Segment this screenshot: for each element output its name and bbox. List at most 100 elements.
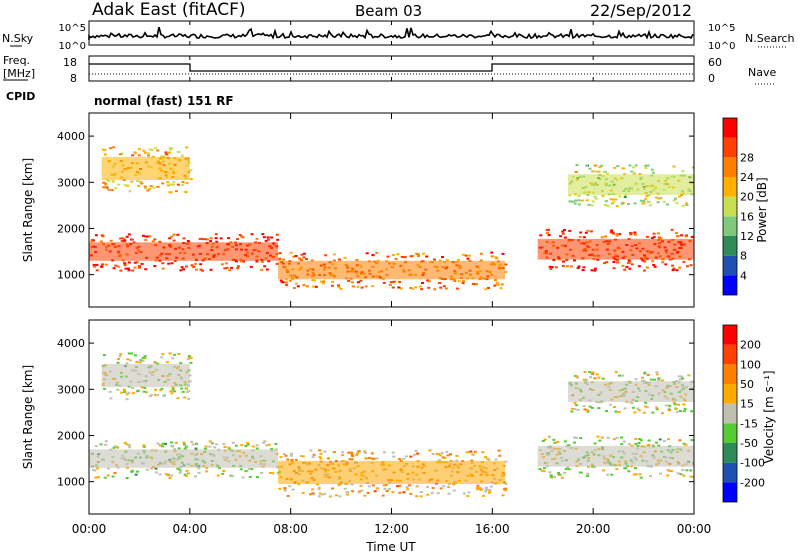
power-echo-cell: [441, 256, 444, 258]
power-echo-cell: [675, 202, 679, 205]
velocity-echo-cell: [375, 457, 379, 460]
velocity-echo-cell: [171, 386, 175, 389]
velocity-echo-cell: [548, 471, 552, 474]
power-echo-cell: [151, 240, 155, 243]
velocity-echo-cell: [311, 456, 315, 459]
power-echo-cell: [584, 231, 588, 234]
velocity-echo-cell: [591, 373, 594, 376]
velocity-echo-cell: [286, 458, 290, 461]
velocity-echo-cell: [498, 454, 502, 457]
velocity-echo-cell: [586, 409, 589, 412]
power-echo-cell: [612, 232, 615, 235]
freq-left-tick-top: 18: [63, 56, 77, 69]
power-echo-cell: [645, 195, 649, 197]
power-echo-cell: [294, 255, 298, 257]
power-echo-cell: [110, 189, 114, 191]
power-echo-cell: [170, 235, 174, 238]
velocity-echo-cell: [567, 468, 571, 471]
velocity-echo-cell: [269, 472, 272, 474]
power-echo-cell: [199, 268, 203, 271]
velocity-echo-cell: [674, 407, 678, 410]
power-echo-cell: [622, 167, 626, 170]
velocity-echo-cell: [373, 490, 377, 493]
velocity-echo-cell: [538, 468, 542, 470]
power-echo-cell: [579, 231, 583, 234]
velocity-echo-cell: [143, 355, 147, 358]
velocity-echo-cell: [185, 469, 189, 472]
power-echo-cell: [166, 181, 170, 184]
velocity-echo-cell: [642, 411, 646, 414]
velocity-echo-cell: [94, 445, 98, 448]
velocity-echo-cell: [360, 489, 364, 492]
velocity-echo-cell: [655, 408, 659, 411]
power-echo-cell: [164, 151, 168, 154]
power-echo-cell: [603, 262, 607, 265]
velocity-echo-cell: [658, 438, 662, 441]
velocity-echo-cell: [409, 455, 413, 458]
cpid-label: CPID: [6, 90, 35, 103]
power-echo-cell: [123, 264, 127, 267]
velocity-colorbar-tick-label: -15: [740, 417, 758, 430]
velocity-echo-cell: [633, 411, 637, 414]
power-echo-cell: [275, 262, 279, 265]
power-echo-cell: [131, 154, 135, 157]
velocity-echo-cell: [260, 471, 264, 474]
velocity-echo-cell: [102, 354, 106, 357]
power-echo-cell: [321, 282, 325, 285]
velocity-echo-cell: [172, 390, 176, 393]
velocity-echo-cell: [655, 371, 659, 374]
velocity-echo-cell: [575, 375, 579, 378]
velocity-echo-cell: [289, 454, 293, 457]
power-echo-cell: [109, 239, 113, 242]
velocity-echo-cell: [605, 410, 608, 413]
power-echo-cell: [144, 235, 148, 238]
velocity-echo-cell: [685, 469, 689, 472]
power-echo-cell: [144, 187, 148, 190]
velocity-echo-cell: [178, 471, 182, 474]
velocity-echo-cell: [279, 456, 283, 459]
velocity-echo-cell: [278, 487, 282, 490]
velocity-echo-cell: [678, 378, 682, 381]
power-echo-cell: [365, 252, 369, 255]
power-echo-cell: [194, 262, 198, 265]
power-echo-cell: [119, 153, 122, 156]
power-echo-cell: [656, 232, 660, 235]
power-echo-cell: [637, 265, 641, 268]
velocity-echo-cell: [180, 387, 184, 390]
velocity-echo-cell: [465, 451, 469, 454]
velocity-echo-cell: [104, 443, 108, 446]
velocity-echo-cell: [246, 443, 250, 446]
power-echo-cell: [128, 190, 132, 193]
velocity-echo-cell: [297, 483, 301, 486]
velocity-echo-cell: [140, 386, 144, 389]
power-echo-cell: [685, 204, 689, 206]
velocity-echo-cell: [449, 453, 453, 456]
x-tick-label: 20:00: [576, 522, 611, 536]
power-echo-cell: [593, 164, 597, 167]
velocity-echo-cell: [262, 441, 266, 444]
velocity-echo-cell: [323, 450, 327, 453]
velocity-echo-cell: [552, 438, 556, 441]
velocity-echo-cell: [183, 447, 187, 450]
velocity-echo-cell: [133, 354, 137, 357]
power-echo-cell: [150, 148, 154, 151]
velocity-echo-cell: [541, 440, 545, 442]
velocity-echo-cell: [205, 470, 209, 473]
noise-panel: N.Sky 10^5 10^0 10^5 10^0 N.Search: [2, 20, 795, 52]
freq-left-label-2: [MHz]: [3, 67, 35, 80]
velocity-echo-cell: [676, 472, 680, 475]
power-echo-cell: [161, 182, 165, 185]
velocity-echo-cell: [213, 446, 217, 449]
velocity-echo-cell: [111, 475, 115, 478]
power-echo-cell: [148, 148, 152, 151]
velocity-echo-cell: [443, 457, 447, 459]
power-echo-cell: [561, 232, 565, 235]
power-echo-cell: [676, 235, 680, 238]
velocity-echo-cell: [689, 475, 693, 478]
power-echo-cell: [490, 255, 494, 258]
velocity-echo-cell: [487, 491, 491, 494]
velocity-colorbar-segment: [723, 364, 737, 384]
power-echo-cell: [215, 240, 219, 243]
velocity-echo-cell: [402, 457, 406, 460]
power-echo-cell: [138, 266, 141, 269]
